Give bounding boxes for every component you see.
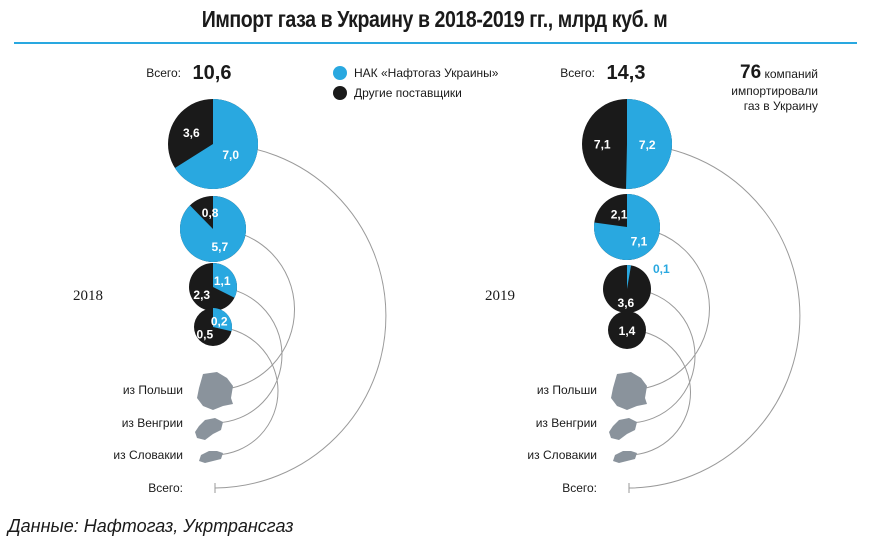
data-label-naftogaz: 0,2 bbox=[211, 314, 228, 328]
companies-note-line2: импортировали bbox=[731, 84, 818, 98]
poland-map-icon bbox=[197, 372, 233, 410]
pie-slice-naftogaz bbox=[213, 308, 232, 332]
data-label-others: 2,1 bbox=[611, 207, 628, 221]
source-note: Данные: Нафтогаз, Укртрансгаз bbox=[8, 516, 294, 536]
row-label: Всего: bbox=[562, 481, 597, 495]
hungary-map-icon bbox=[195, 418, 223, 440]
row-label: из Словакии bbox=[113, 448, 183, 462]
connector-arc bbox=[212, 326, 279, 456]
data-label-naftogaz: 7,2 bbox=[639, 138, 656, 152]
hungary-map-icon bbox=[609, 418, 637, 440]
pie-4 bbox=[608, 311, 646, 349]
pie-slice-naftogaz bbox=[213, 263, 237, 298]
year-label: 2019 bbox=[485, 288, 515, 304]
year-label: 2018 bbox=[73, 288, 103, 304]
companies-note-line3: газ в Украину bbox=[744, 99, 818, 113]
pie-slice-others bbox=[608, 311, 646, 349]
data-label-naftogaz: 1,1 bbox=[214, 274, 231, 288]
data-label-others: 3,6 bbox=[618, 296, 635, 310]
total-value: 10,6 bbox=[193, 62, 232, 84]
pie-3 bbox=[189, 263, 237, 311]
data-label-others: 0,8 bbox=[202, 206, 219, 220]
connector-arc bbox=[626, 143, 801, 489]
data-label-others: 2,3 bbox=[193, 288, 210, 302]
pie-2 bbox=[180, 196, 247, 263]
pie-slice-naftogaz bbox=[180, 196, 247, 263]
connector-arc bbox=[212, 143, 387, 489]
data-label-others: 0,5 bbox=[196, 328, 213, 342]
pie-slice-naftogaz bbox=[627, 265, 632, 289]
slovakia-map-icon bbox=[613, 451, 637, 463]
total-label: Всего: bbox=[146, 66, 181, 80]
row-label: из Словакии bbox=[527, 448, 597, 462]
total-label: Всего: bbox=[560, 66, 595, 80]
pie-1 bbox=[582, 99, 673, 189]
companies-count: 76 bbox=[740, 62, 761, 83]
connector-arc bbox=[626, 329, 691, 456]
data-label-naftogaz: 5,7 bbox=[212, 240, 229, 254]
title-divider bbox=[14, 42, 857, 44]
companies-note: 76 компаний bbox=[740, 62, 818, 83]
legend-swatch-naftogaz bbox=[333, 66, 347, 80]
companies-text: компаний bbox=[761, 67, 818, 81]
pie-slice-naftogaz bbox=[594, 194, 661, 260]
data-label-others: 3,6 bbox=[183, 126, 200, 140]
legend-swatch-others bbox=[333, 86, 347, 100]
pie-1 bbox=[168, 99, 259, 190]
data-label-naftogaz: 7,0 bbox=[222, 148, 239, 162]
legend-label-naftogaz: НАК «Нафтогаз Украины» bbox=[354, 66, 499, 80]
row-label: из Польши bbox=[537, 383, 597, 397]
pie-slice-naftogaz bbox=[626, 99, 673, 189]
chart-title: Импорт газа в Украину в 2018-2019 гг., м… bbox=[201, 6, 668, 32]
slovakia-map-icon bbox=[199, 451, 223, 463]
row-label: из Венгрии bbox=[536, 416, 597, 430]
data-label-others: 7,1 bbox=[594, 138, 611, 152]
legend-label-others: Другие поставщики bbox=[354, 86, 462, 100]
total-value: 14,3 bbox=[607, 62, 646, 84]
connector-arc bbox=[626, 288, 696, 424]
connector-arc bbox=[212, 228, 295, 391]
row-label: из Венгрии bbox=[122, 416, 183, 430]
data-label-naftogaz: 0,1 bbox=[653, 262, 670, 276]
row-label: из Польши bbox=[123, 383, 183, 397]
pie-3 bbox=[603, 265, 651, 313]
data-label-others: 1,4 bbox=[619, 324, 636, 338]
data-label-naftogaz: 7,1 bbox=[631, 235, 648, 249]
pie-slice-naftogaz bbox=[174, 99, 259, 190]
connector-arc bbox=[626, 226, 710, 391]
poland-map-icon bbox=[611, 372, 647, 410]
pie-4 bbox=[194, 308, 232, 346]
row-label: Всего: bbox=[148, 481, 183, 495]
connector-arc bbox=[212, 286, 283, 424]
pie-2 bbox=[594, 194, 661, 260]
